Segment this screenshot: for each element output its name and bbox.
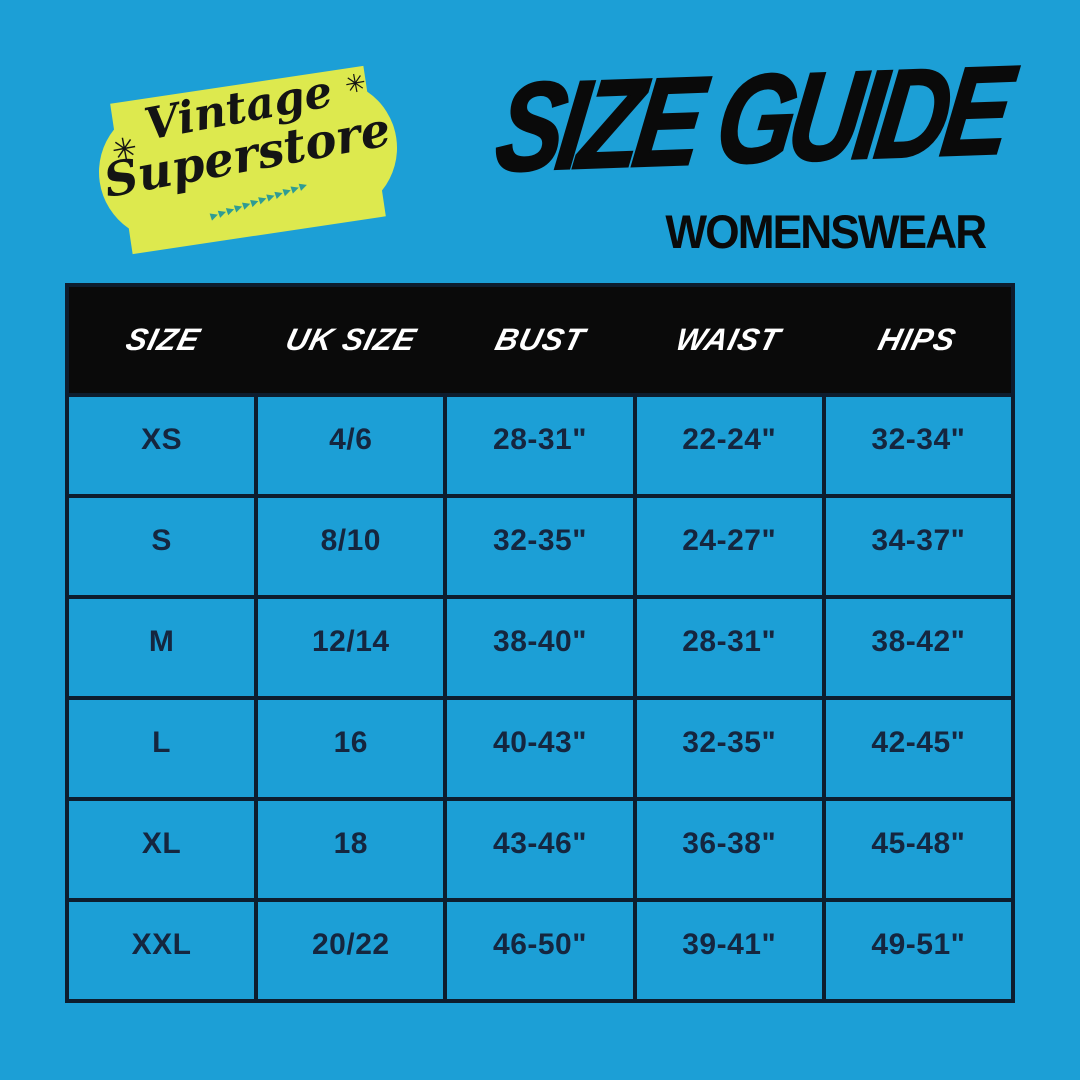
table-body: XS 4/6 28-31" 22-24" 32-34" S 8/10 32-35… [69,397,1011,999]
logo-badge: ✳ ✳ Vintage Superstore ▸▸▸▸▸▸▸▸▸▸▸▸ [92,63,403,256]
table-cell: 46-50" [447,902,633,999]
table-cell: M [69,599,255,696]
table-header-row: SIZE UK SIZE BUST WAIST HIPS [69,287,1011,393]
table-cell: 32-35" [636,700,822,797]
badge-shape [98,65,398,255]
table-cell: 22-24" [636,397,822,494]
table-cell: 36-38" [636,801,822,898]
table-cell: 16 [258,700,444,797]
table-cell: 18 [258,801,444,898]
table-cell: 38-40" [447,599,633,696]
table-cell: XL [69,801,255,898]
column-header-uk-size: UK SIZE [282,322,421,357]
table-cell: XS [69,397,255,494]
table-cell: 32-35" [447,498,633,595]
table-cell: L [69,700,255,797]
table-cell: 45-48" [825,801,1011,898]
table-cell: 4/6 [258,397,444,494]
table-cell: 20/22 [258,902,444,999]
column-header-hips: HIPS [874,322,960,357]
table-cell: 28-31" [636,599,822,696]
column-header-waist: WAIST [672,322,785,357]
table-cell: 24-27" [636,498,822,595]
table-cell: 12/14 [258,599,444,696]
table-cell: 43-46" [447,801,633,898]
table-cell: XXL [69,902,255,999]
table-cell: 49-51" [825,902,1011,999]
page-subtitle: WOMENSWEAR [665,205,987,258]
table-cell: 38-42" [825,599,1011,696]
table-cell: 39-41" [636,902,822,999]
table-cell: 42-45" [825,700,1011,797]
column-header-bust: BUST [491,322,589,357]
logo-text: ✳ ✳ Vintage Superstore ▸▸▸▸▸▸▸▸▸▸▸▸ [91,59,406,262]
table-cell: 34-37" [825,498,1011,595]
table-cell: 32-34" [825,397,1011,494]
table-cell: S [69,498,255,595]
table-cell: 40-43" [447,700,633,797]
table-cell: 8/10 [258,498,444,595]
page-title: SIZE GUIDE [488,39,1016,200]
column-header-size: SIZE [122,322,205,357]
table-cell: 28-31" [447,397,633,494]
size-table: SIZE UK SIZE BUST WAIST HIPS XS 4/6 28-3… [65,283,1015,1003]
